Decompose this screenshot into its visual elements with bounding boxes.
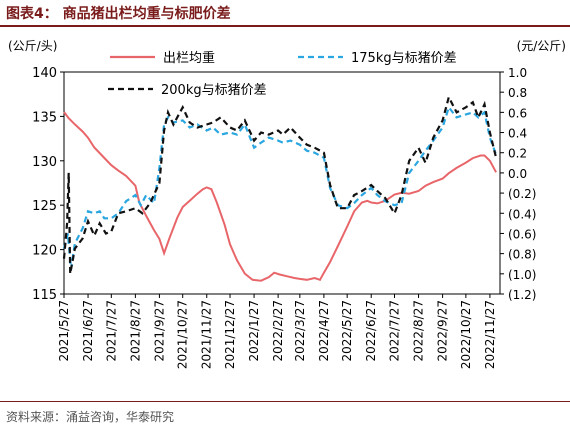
- x-tick-label: 2022/1/27: [247, 300, 261, 362]
- x-tick-label: 2021/6/27: [81, 300, 95, 362]
- right-tick-label: (0.6): [508, 227, 536, 241]
- chart-svg: (公斤/头) (元/公斤) 115 120 125 130 135 140 1.0 0.8 0.6 0…: [8, 39, 566, 369]
- right-tick-label: 0.0: [508, 167, 527, 181]
- x-tick-label: 2022/4/27: [317, 300, 331, 362]
- series-line-3: [62, 94, 498, 275]
- x-tick-label: 2021/5/27: [57, 300, 71, 362]
- x-tick-label: 2022/7/27: [387, 300, 401, 362]
- legend-label-3: 200kg与标猪价差: [161, 83, 267, 98]
- right-tick-label: 0.4: [508, 127, 527, 141]
- x-tick-label: 2021/10/27: [176, 300, 190, 369]
- right-tick-label: (0.2): [508, 187, 536, 201]
- right-tick-label: (0.4): [508, 207, 536, 221]
- x-tick-label: 2022/8/27: [412, 300, 426, 362]
- x-tick-label: 2022/3/27: [293, 300, 307, 362]
- right-axis-unit: (元/公斤): [517, 39, 566, 53]
- x-tick-label: 2022/11/27: [483, 300, 497, 369]
- right-tick-label: (0.8): [508, 248, 536, 262]
- left-tick-label: 130: [32, 155, 57, 170]
- x-tick-label: 2021/8/27: [128, 300, 142, 362]
- x-tick-label: 2021/11/27: [200, 300, 214, 369]
- x-tick-label: 2022/9/27: [436, 300, 450, 362]
- legend-label-2: 175kg与标猪价差: [351, 51, 457, 66]
- series-line-1: [63, 111, 497, 282]
- left-tick-label: 135: [32, 110, 57, 125]
- source-rule: [0, 401, 570, 402]
- x-tick-label: 2021/12/27: [223, 300, 237, 369]
- x-tick-label: 2021/9/27: [152, 300, 166, 362]
- series-line-2: [62, 104, 498, 269]
- right-tick-label: 1.0: [508, 66, 527, 80]
- x-tick-label: 2021/7/27: [104, 300, 118, 362]
- plot-frame: [63, 71, 501, 295]
- x-tick-label: 2022/10/27: [459, 300, 473, 369]
- chart-title: 图表4： 商品猪出栏均重与标肥价差: [6, 6, 231, 22]
- right-tick-label: 0.2: [508, 147, 527, 161]
- x-tick-label: 2022/6/27: [364, 300, 378, 362]
- right-tick-label: 0.6: [508, 106, 527, 120]
- left-tick-label: 140: [32, 66, 57, 81]
- right-tick-label: 0.8: [508, 86, 527, 100]
- left-tick-label: 120: [32, 244, 57, 259]
- x-tick-label: 2022/2/27: [271, 300, 285, 362]
- legend-label-1: 出栏均重: [163, 50, 215, 66]
- title-rule: [0, 25, 570, 27]
- right-tick-label: (1.2): [508, 288, 536, 302]
- left-axis-unit: (公斤/头): [8, 39, 57, 53]
- left-tick-label: 125: [32, 199, 57, 214]
- right-tick-label: (1.0): [508, 268, 536, 282]
- source-note: 资料来源：涌益咨询，华泰研究: [6, 410, 175, 424]
- x-tick-label: 2022/5/27: [340, 300, 354, 362]
- left-tick-label: 115: [32, 288, 57, 303]
